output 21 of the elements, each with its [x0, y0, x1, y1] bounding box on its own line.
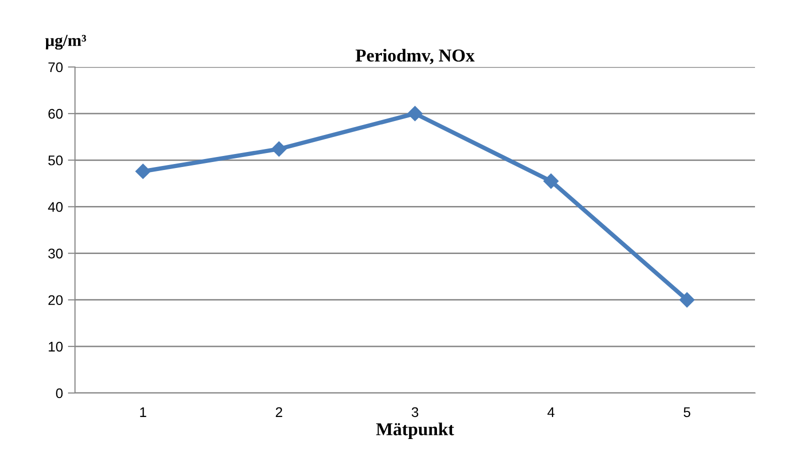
- y-tick-label: 50: [48, 155, 63, 166]
- point: [271, 141, 287, 157]
- point: [543, 174, 559, 189]
- x-tick-label: 3: [412, 407, 418, 418]
- y-tick-label: 70: [48, 62, 63, 72]
- y-tick-label: 30: [48, 248, 63, 258]
- y-axis-title: µg/m³: [45, 34, 86, 50]
- x-tick-label: 1: [140, 407, 146, 417]
- chart-title: Periodmv, NOx: [356, 48, 475, 64]
- x-tick-label: 2: [276, 407, 282, 417]
- x-tick-label: 4: [547, 407, 554, 417]
- y-tick-label: 20: [48, 295, 63, 306]
- point: [679, 292, 695, 308]
- x-tick-label: 5: [684, 407, 690, 418]
- point: [407, 106, 423, 122]
- y-tick-label: 10: [48, 342, 63, 352]
- y-tick-label: 40: [48, 202, 63, 212]
- point: [135, 164, 151, 179]
- x-axis-title: Mätpunkt: [376, 422, 454, 439]
- y-tick-label: 0: [56, 388, 63, 398]
- y-tick-label: 60: [48, 108, 63, 119]
